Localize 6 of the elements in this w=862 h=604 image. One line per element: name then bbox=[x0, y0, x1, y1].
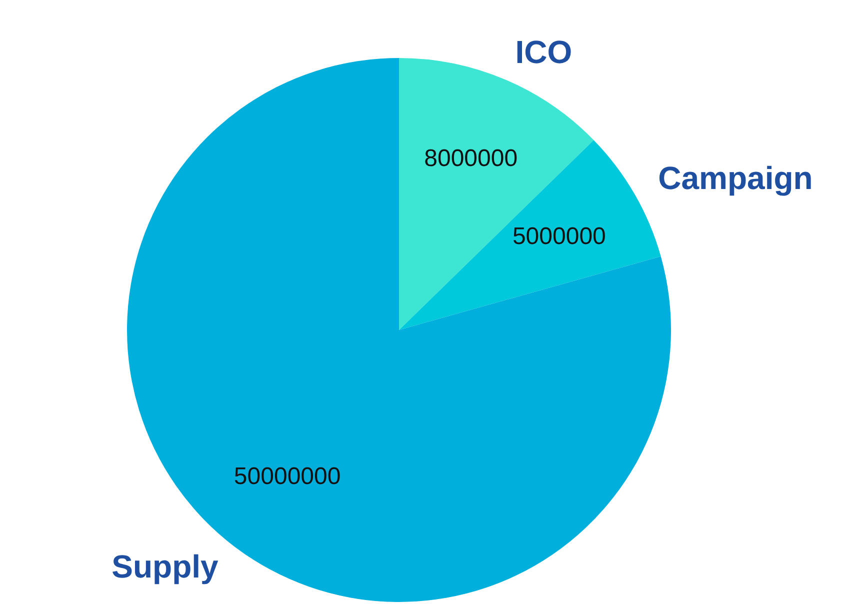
data-label: 5000000 bbox=[512, 223, 606, 250]
slice-label: Campaign bbox=[658, 160, 813, 196]
data-label: 50000000 bbox=[234, 463, 341, 490]
slice-label: Supply bbox=[112, 548, 219, 584]
slice-label: ICO bbox=[515, 34, 572, 70]
data-label: 8000000 bbox=[424, 145, 518, 172]
